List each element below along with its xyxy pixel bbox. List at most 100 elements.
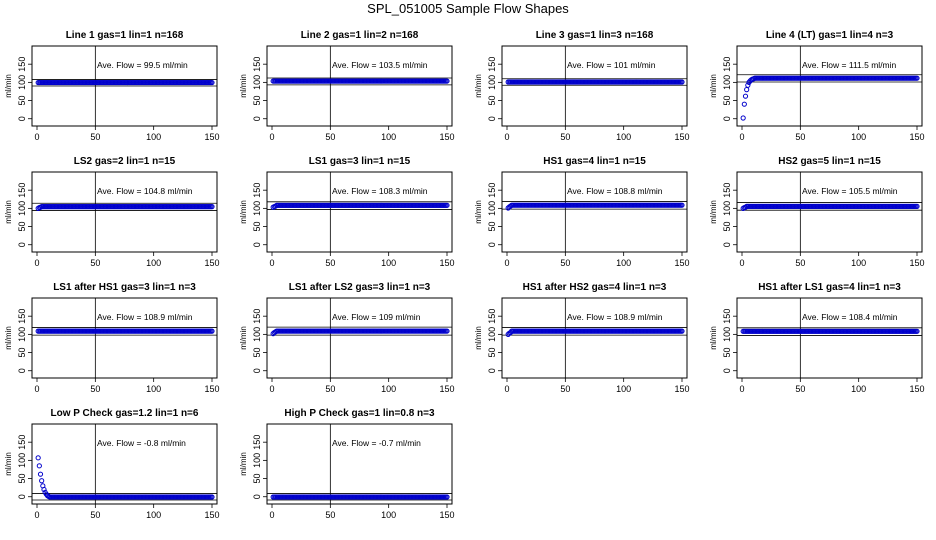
panel-8-point	[914, 203, 920, 209]
panel-8-ytick-label-50: 50	[722, 222, 732, 232]
panel-1-ytick-label-50: 50	[17, 96, 27, 106]
panel-11-annotation: Ave. Flow = 108.9 ml/min	[567, 312, 663, 322]
panel-3-xtick-label-100: 100	[616, 132, 631, 142]
panel-4-point-start-3	[742, 93, 749, 99]
panel-8-point-start-3	[742, 204, 749, 210]
panel-14-title: High P Check gas=1 lin=0.8 n=3	[284, 408, 435, 419]
panel-1-title: Line 1 gas=1 lin=1 n=168	[66, 30, 184, 41]
panel-11-point	[679, 328, 685, 334]
panel-6-ytick-label-100: 100	[252, 201, 262, 216]
panel-9-ytick-label-150: 150	[17, 309, 27, 324]
panel-12-ytick-label-50: 50	[722, 348, 732, 358]
panel-3-xtick-label-0: 0	[504, 132, 509, 142]
panel-7-xtick-label-50: 50	[560, 258, 570, 268]
panel-12-point	[914, 328, 920, 334]
panel-4-frame	[736, 45, 923, 127]
panel-4-point	[914, 75, 920, 81]
panel-10-point	[444, 328, 450, 334]
panel-2-ytick-label-100: 100	[252, 75, 262, 90]
panel-8-ytick-label-0: 0	[722, 242, 732, 247]
panel-12-ytick-label-150: 150	[722, 309, 732, 324]
panel-6-ylabel: ml/min	[239, 200, 248, 224]
panel-8-annotation: Ave. Flow = 105.5 ml/min	[802, 186, 898, 196]
panel-10-xtick-label-100: 100	[381, 384, 396, 394]
panel-12-xtick-label-150: 150	[909, 384, 924, 394]
panel-12-ytick-label-0: 0	[722, 368, 732, 373]
panel-5-xtick-label-50: 50	[90, 258, 100, 268]
panel-5-ytick-label-50: 50	[17, 222, 27, 232]
panel-4-xtick-label-0: 0	[739, 132, 744, 142]
panel-11-ytick-label-100: 100	[487, 327, 497, 342]
panel-5-ylabel: ml/min	[4, 200, 13, 224]
panel-4-xtick-label-100: 100	[851, 132, 866, 142]
panel-5-xtick-label-0: 0	[34, 258, 39, 268]
panel-10-ytick-label-100: 100	[252, 327, 262, 342]
panel-1-xtick-label-100: 100	[146, 132, 161, 142]
panel-12-xtick-label-100: 100	[851, 384, 866, 394]
panel-4-ytick-label-0: 0	[722, 116, 732, 121]
panel-4-annotation: Ave. Flow = 111.5 ml/min	[802, 60, 897, 70]
panel-11-xtick-label-150: 150	[674, 384, 689, 394]
panel-14-ytick-label-100: 100	[252, 453, 262, 468]
panel-13-xtick-label-100: 100	[146, 510, 161, 520]
panel-13-ylabel: ml/min	[4, 452, 13, 476]
panel-3-ytick-label-100: 100	[487, 75, 497, 90]
panel-13-ytick-label-150: 150	[17, 435, 27, 450]
panel-3-point	[679, 79, 685, 85]
panel-5-title: LS2 gas=2 lin=1 n=15	[74, 156, 176, 167]
panel-5-annotation: Ave. Flow = 104.8 ml/min	[97, 186, 193, 196]
panel-8-ylabel: ml/min	[709, 200, 718, 224]
panel-4-xtick-label-150: 150	[909, 132, 924, 142]
panel-1-xtick-label-0: 0	[34, 132, 39, 142]
panel-9-xtick-label-50: 50	[90, 384, 100, 394]
panel-11-xtick-label-100: 100	[616, 384, 631, 394]
panel-6-point	[444, 202, 450, 208]
panel-3-frame	[501, 45, 688, 127]
panel-14-xtick-label-50: 50	[325, 510, 335, 520]
panel-12-annotation: Ave. Flow = 108.4 ml/min	[802, 312, 898, 322]
panel-10-ytick-label-150: 150	[252, 309, 262, 324]
panel-9-ytick-label-0: 0	[17, 368, 27, 373]
panel-2-title: Line 2 gas=1 lin=2 n=168	[301, 30, 419, 41]
panel-2-point	[444, 78, 450, 84]
panel-1-point	[209, 79, 215, 86]
panel-2-xtick-label-50: 50	[325, 132, 335, 142]
panel-7-ytick-label-150: 150	[487, 183, 497, 198]
panel-6-xtick-label-100: 100	[381, 258, 396, 268]
panel-3-annotation: Ave. Flow = 101 ml/min	[567, 60, 656, 70]
panel-6-annotation: Ave. Flow = 108.3 ml/min	[332, 186, 428, 196]
panel-13-title: Low P Check gas=1.2 lin=1 n=6	[51, 408, 199, 419]
panel-7-point	[679, 202, 685, 208]
panel-11-ytick-label-0: 0	[487, 368, 497, 373]
panel-13-xtick-label-150: 150	[204, 510, 219, 520]
panel-3-ytick-label-0: 0	[487, 116, 497, 121]
panel-7-ytick-label-0: 0	[487, 242, 497, 247]
panel-7-xtick-label-0: 0	[504, 258, 509, 268]
panel-2-frame	[266, 45, 453, 127]
panel-9-ytick-label-100: 100	[17, 327, 27, 342]
panel-1-ytick-label-100: 100	[17, 75, 27, 90]
panel-4-point-start-4	[744, 87, 750, 93]
panel-1-ytick-label-150: 150	[17, 57, 27, 72]
panel-5-frame	[31, 171, 218, 253]
panel-8-xtick-label-150: 150	[909, 258, 924, 268]
panel-12-xtick-label-50: 50	[795, 384, 805, 394]
panel-2-xtick-label-0: 0	[269, 132, 274, 142]
panel-4-ytick-label-150: 150	[722, 57, 732, 72]
panel-13-point-start-3	[37, 471, 44, 477]
panel-14-xtick-label-150: 150	[439, 510, 454, 520]
panel-1-ytick-label-0: 0	[17, 116, 27, 121]
panel-7-frame	[501, 171, 688, 253]
panel-7-title: HS1 gas=4 lin=1 n=15	[543, 156, 646, 167]
panel-2-ytick-label-0: 0	[252, 116, 262, 121]
panel-10-xtick-label-50: 50	[325, 384, 335, 394]
panel-1-annotation: Ave. Flow = 99.5 ml/min	[97, 60, 188, 70]
panel-14-xtick-label-0: 0	[269, 510, 274, 520]
panel-5-xtick-label-100: 100	[146, 258, 161, 268]
panel-3-ylabel: ml/min	[474, 74, 483, 98]
panel-3-ytick-label-150: 150	[487, 57, 497, 72]
panel-11-frame	[501, 297, 688, 379]
panel-11-title: HS1 after HS2 gas=4 lin=1 n=3	[523, 282, 667, 293]
panel-2-xtick-label-150: 150	[439, 132, 454, 142]
